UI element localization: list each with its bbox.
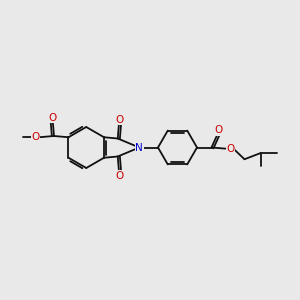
Text: O: O <box>214 125 222 135</box>
Text: N: N <box>135 142 143 152</box>
Text: O: O <box>226 144 234 154</box>
Text: O: O <box>115 115 123 124</box>
Text: O: O <box>49 112 57 122</box>
Text: O: O <box>32 132 40 142</box>
Text: O: O <box>115 170 123 181</box>
